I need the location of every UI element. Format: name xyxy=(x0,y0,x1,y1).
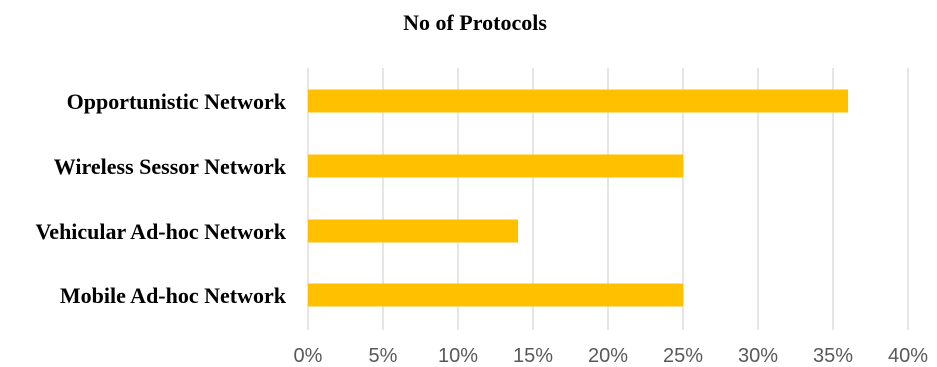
x-tick-labels: 0% 5% 10% 15% 20% 25% 30% 35% 40% xyxy=(294,345,929,367)
x-tick-label: 15% xyxy=(513,345,553,367)
x-tick-label: 35% xyxy=(813,345,853,367)
bar xyxy=(308,154,683,178)
bar xyxy=(308,219,518,243)
category-label: Mobile Ad-hoc Network xyxy=(60,283,287,308)
x-tick-label: 10% xyxy=(438,345,478,367)
bar xyxy=(308,283,683,307)
x-tick-label: 5% xyxy=(369,345,398,367)
x-tick-label: 40% xyxy=(888,345,928,367)
x-tick-label: 20% xyxy=(588,345,628,367)
x-tick-label: 30% xyxy=(738,345,778,367)
bars xyxy=(308,89,848,307)
category-label: Vehicular Ad-hoc Network xyxy=(35,219,286,244)
bar xyxy=(308,89,848,113)
chart-title: No of Protocols xyxy=(403,10,547,35)
category-label: Opportunistic Network xyxy=(67,89,287,114)
x-tick-label: 0% xyxy=(294,345,323,367)
category-label: Wireless Sessor Network xyxy=(54,154,287,179)
x-tick-label: 25% xyxy=(663,345,703,367)
category-labels: Opportunistic Network Wireless Sessor Net… xyxy=(35,89,286,308)
